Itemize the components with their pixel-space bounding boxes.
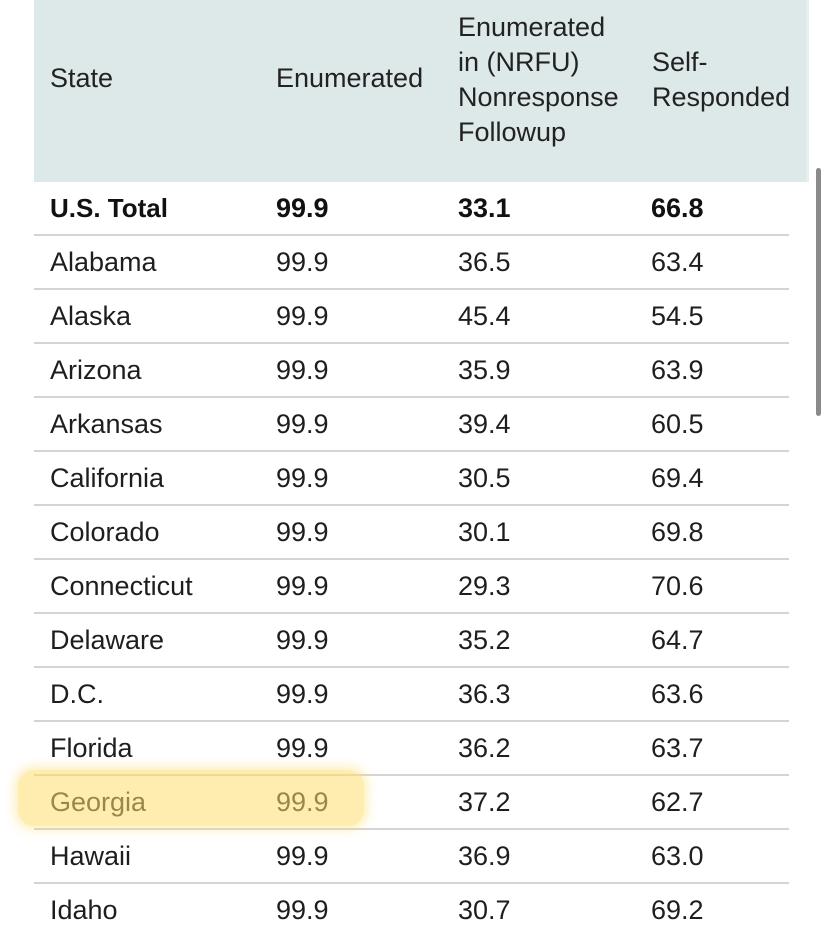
cell-state: Connecticut	[50, 571, 193, 601]
cell-nrfu: 36.3	[458, 679, 511, 709]
scrollbar[interactable]	[816, 160, 822, 420]
cell-self-responded: 62.7	[651, 787, 704, 817]
table-row-us-total: U.S. Total 99.9 33.1 66.8	[34, 182, 789, 236]
table-row: Florida 99.9 36.2 63.7	[34, 722, 789, 776]
header-self-line: Responded	[652, 82, 791, 112]
cell-nrfu: 30.1	[458, 517, 511, 547]
cell-state: Hawaii	[50, 841, 132, 871]
cell-nrfu: 45.4	[458, 301, 511, 331]
scrollbar-thumb[interactable]	[816, 168, 821, 416]
census-table: State Enumerated Enumerated in (NRFU) No…	[34, 0, 806, 935]
table-row-georgia: Georgia 99.9 37.2 62.7	[34, 776, 789, 830]
header-nrfu-line: Nonresponse	[458, 82, 619, 112]
header-self-responded: Self- Responded	[652, 45, 806, 115]
cell-state: California	[50, 463, 165, 493]
table-row: Arkansas 99.9 39.4 60.5	[34, 398, 789, 452]
table-row: California 99.9 30.5 69.4	[34, 452, 789, 506]
header-nrfu-line: Enumerated	[458, 12, 606, 42]
cell-enumerated: 99.9	[276, 409, 329, 439]
cell-state: U.S. Total	[50, 193, 168, 223]
cell-state: Idaho	[50, 895, 118, 925]
cell-state: Alaska	[50, 301, 132, 331]
cell-enumerated: 99.9	[276, 247, 329, 277]
cell-enumerated: 99.9	[276, 355, 329, 385]
cell-self-responded: 69.8	[651, 517, 704, 547]
table-row: Delaware 99.9 35.2 64.7	[34, 614, 789, 668]
table-row: Hawaii 99.9 36.9 63.0	[34, 830, 789, 884]
cell-nrfu: 36.2	[458, 733, 511, 763]
cell-nrfu: 33.1	[458, 193, 511, 223]
table-body: U.S. Total 99.9 33.1 66.8 Alabama 99.9 3…	[34, 182, 789, 935]
cell-nrfu: 35.2	[458, 625, 511, 655]
cell-nrfu: 30.7	[458, 895, 511, 925]
cell-enumerated: 99.9	[276, 841, 329, 871]
header-nrfu: Enumerated in (NRFU) Nonresponse Followu…	[458, 10, 648, 150]
cell-self-responded: 66.8	[651, 193, 704, 223]
header-state: State	[50, 63, 114, 93]
cell-self-responded: 70.6	[651, 571, 704, 601]
cell-self-responded: 60.5	[651, 409, 704, 439]
cell-enumerated: 99.9	[276, 679, 329, 709]
cell-self-responded: 63.9	[651, 355, 704, 385]
cell-enumerated: 99.9	[276, 301, 329, 331]
cell-nrfu: 29.3	[458, 571, 511, 601]
cell-self-responded: 69.4	[651, 463, 704, 493]
cell-state: Arizona	[50, 355, 142, 385]
table-row: Alabama 99.9 36.5 63.4	[34, 236, 789, 290]
header-enumerated: Enumerated	[276, 63, 424, 93]
cell-self-responded: 63.0	[651, 841, 704, 871]
cell-enumerated: 99.9	[276, 571, 329, 601]
cell-enumerated: 99.9	[276, 733, 329, 763]
table-row: Idaho 99.9 30.7 69.2	[34, 884, 789, 935]
cell-enumerated: 99.9	[276, 193, 329, 223]
cell-nrfu: 30.5	[458, 463, 511, 493]
cell-state: Delaware	[50, 625, 165, 655]
header-edge	[806, 0, 809, 182]
table-row: Connecticut 99.9 29.3 70.6	[34, 560, 789, 614]
cell-nrfu: 36.5	[458, 247, 511, 277]
table-header: State Enumerated Enumerated in (NRFU) No…	[34, 0, 806, 182]
header-self-line: Self-	[652, 47, 708, 77]
header-nrfu-line: in (NRFU)	[458, 47, 580, 77]
cell-self-responded: 54.5	[651, 301, 704, 331]
cell-enumerated: 99.9	[276, 625, 329, 655]
cell-state: Georgia	[50, 787, 147, 817]
table-row: Arizona 99.9 35.9 63.9	[34, 344, 789, 398]
cell-nrfu: 35.9	[458, 355, 511, 385]
table-row: D.C. 99.9 36.3 63.6	[34, 668, 789, 722]
cell-self-responded: 64.7	[651, 625, 704, 655]
cell-state: Florida	[50, 733, 133, 763]
cell-nrfu: 36.9	[458, 841, 511, 871]
cell-self-responded: 63.4	[651, 247, 704, 277]
cell-self-responded: 69.2	[651, 895, 704, 925]
table-row: Alaska 99.9 45.4 54.5	[34, 290, 789, 344]
cell-state: Colorado	[50, 517, 160, 547]
cell-self-responded: 63.6	[651, 679, 704, 709]
cell-enumerated: 99.9	[276, 463, 329, 493]
header-nrfu-line: Followup	[458, 117, 567, 147]
cell-state: Alabama	[50, 247, 157, 277]
cell-enumerated: 99.9	[276, 895, 329, 925]
cell-enumerated: 99.9	[276, 787, 329, 817]
table-row: Colorado 99.9 30.1 69.8	[34, 506, 789, 560]
cell-nrfu: 39.4	[458, 409, 511, 439]
cell-state: Arkansas	[50, 409, 163, 439]
cell-nrfu: 37.2	[458, 787, 511, 817]
cell-self-responded: 63.7	[651, 733, 704, 763]
cell-state: D.C.	[50, 679, 104, 709]
cell-enumerated: 99.9	[276, 517, 329, 547]
